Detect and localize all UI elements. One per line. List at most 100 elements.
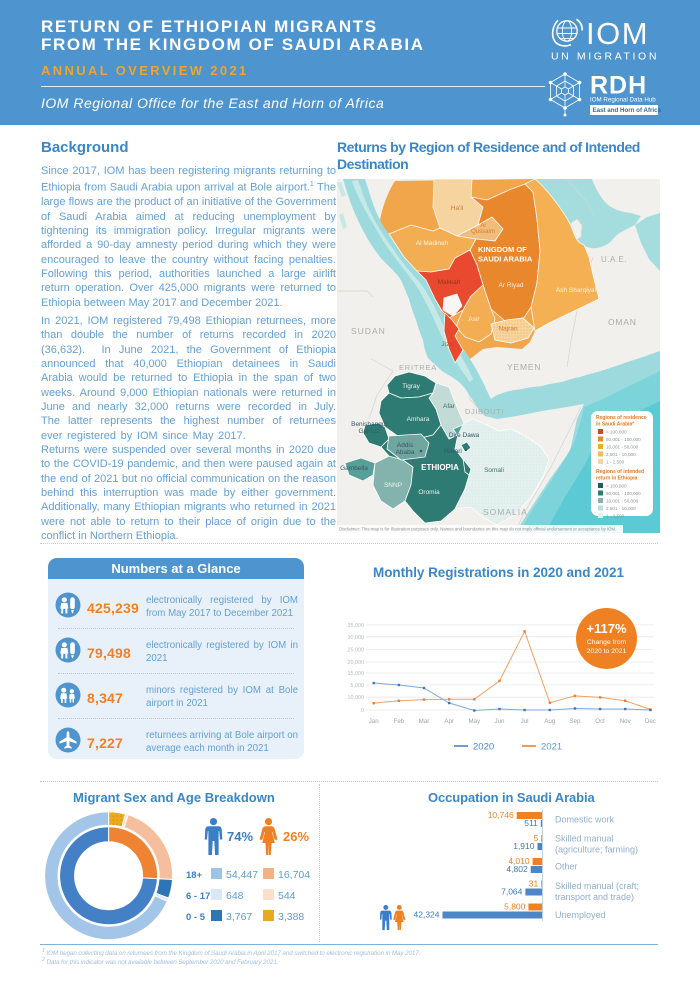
svg-text:UN MIGRATION: UN MIGRATION: [551, 51, 659, 63]
svg-text:0: 0: [361, 708, 364, 714]
svg-text:ETHIOPIA: ETHIOPIA: [421, 463, 459, 472]
svg-text:SNNP: SNNP: [384, 482, 402, 489]
svg-text:SOMALIA: SOMALIA: [483, 507, 528, 517]
svg-text:648: 648: [226, 890, 244, 902]
svg-text:IOM Regional Data Hub: IOM Regional Data Hub: [590, 97, 656, 104]
svg-text:Jizan: Jizan: [441, 341, 457, 348]
svg-text:10,746: 10,746: [488, 810, 514, 820]
svg-text:5,800: 5,800: [504, 902, 526, 912]
svg-text:Qussaim: Qussaim: [471, 229, 495, 235]
svg-text:Mar: Mar: [419, 718, 430, 725]
svg-text:54,447: 54,447: [226, 869, 258, 881]
svg-text:10,000: 10,000: [348, 695, 365, 701]
svg-text:Other: Other: [555, 862, 578, 872]
svg-text:Al Madinah: Al Madinah: [416, 240, 449, 247]
svg-text:Skilled manual (craft;: Skilled manual (craft;: [555, 881, 639, 891]
svg-text:Addis: Addis: [397, 442, 414, 449]
svg-text:Gambella: Gambella: [340, 465, 368, 472]
svg-text:15,000: 15,000: [348, 671, 365, 677]
svg-text:Nov: Nov: [620, 718, 632, 725]
svg-text:Ash Sharqiyah: Ash Sharqiyah: [556, 287, 599, 294]
svg-text:20,000: 20,000: [348, 660, 365, 666]
svg-text:Jan: Jan: [369, 718, 380, 725]
svg-text:Makkah: Makkah: [438, 279, 461, 286]
svg-text:return in Ethiopia: return in Ethiopia: [596, 476, 638, 482]
svg-text:Change from: Change from: [587, 639, 627, 646]
svg-text:544: 544: [278, 890, 296, 902]
svg-text:U.A.E.: U.A.E.: [601, 255, 627, 264]
svg-text:2020: 2020: [473, 742, 494, 753]
svg-text:Benishangul: Benishangul: [351, 421, 387, 428]
svg-text:1 - 2,500: 1 - 2,500: [606, 513, 625, 518]
svg-text:OMAN: OMAN: [608, 317, 637, 327]
svg-text:6 - 17: 6 - 17: [186, 891, 210, 902]
svg-text:Feb: Feb: [394, 718, 405, 725]
svg-text:50,001 - 100,000: 50,001 - 100,000: [606, 491, 641, 496]
svg-text:2,501 - 10,000: 2,501 - 10,000: [606, 506, 636, 511]
svg-text:Dire Dawa: Dire Dawa: [449, 432, 480, 439]
svg-text:Dec: Dec: [645, 718, 656, 725]
svg-text:18+: 18+: [186, 870, 203, 881]
svg-text:May: May: [468, 718, 481, 725]
svg-text:1 - 2,500: 1 - 2,500: [606, 459, 625, 464]
svg-text:Afar: Afar: [443, 403, 456, 410]
svg-text:RDH: RDH: [590, 72, 647, 100]
svg-text:East and Horn of Africa: East and Horn of Africa: [593, 107, 662, 114]
svg-text:Skilled manual: Skilled manual: [555, 834, 614, 844]
svg-text:Oct: Oct: [595, 718, 605, 725]
svg-text:Harari: Harari: [444, 448, 462, 455]
svg-text:Aug: Aug: [544, 718, 556, 725]
svg-text:Domestic work: Domestic work: [555, 815, 615, 825]
svg-text:Apr: Apr: [444, 718, 454, 725]
svg-text:Disclaimer: This map is for il: Disclaimer: This map is for illustration…: [339, 527, 616, 532]
svg-text:Ha'il: Ha'il: [451, 205, 464, 212]
svg-text:31: 31: [529, 879, 539, 889]
svg-text:Al: Al: [480, 223, 485, 229]
svg-text:DJIBOUTI: DJIBOUTI: [465, 407, 504, 416]
svg-text:(agriculture; farming): (agriculture; farming): [555, 845, 638, 855]
svg-text:SUDAN: SUDAN: [351, 326, 386, 336]
svg-text:30,000: 30,000: [348, 635, 365, 641]
svg-text:Jun: Jun: [495, 718, 506, 725]
svg-text:Ar Riyad: Ar Riyad: [499, 282, 524, 289]
svg-text:25,000: 25,000: [348, 648, 365, 654]
svg-text:16,704: 16,704: [278, 869, 310, 881]
svg-text:Gumuz: Gumuz: [359, 428, 380, 435]
svg-text:42,324: 42,324: [414, 910, 440, 920]
svg-text:Tigray: Tigray: [402, 383, 421, 390]
svg-text:35,000: 35,000: [348, 623, 365, 629]
svg-text:Jul: Jul: [521, 718, 529, 725]
svg-text:Sep: Sep: [569, 718, 581, 725]
svg-text:Ababa: Ababa: [396, 449, 415, 456]
svg-text:7,064: 7,064: [501, 887, 523, 897]
svg-text:IOM: IOM: [586, 16, 649, 51]
svg-text:4,010: 4,010: [508, 856, 530, 866]
svg-text:> 100,000: > 100,000: [606, 483, 627, 488]
svg-text:2021: 2021: [541, 742, 562, 753]
svg-text:50,001 - 100,000: 50,001 - 100,000: [606, 437, 641, 442]
svg-text:transport and trade): transport and trade): [555, 892, 634, 902]
svg-text:Somali: Somali: [484, 467, 504, 474]
svg-text:5: 5: [533, 833, 538, 843]
svg-text:Regions of residence: Regions of residence: [596, 415, 647, 421]
svg-text:26%: 26%: [283, 829, 309, 844]
svg-text:in Saudi Arabia*: in Saudi Arabia*: [596, 422, 634, 428]
svg-text:4,802: 4,802: [506, 864, 528, 874]
svg-text:10,001 - 50,000: 10,001 - 50,000: [606, 444, 639, 449]
svg-text:Regions of intended: Regions of intended: [596, 469, 644, 475]
svg-text:511: 511: [524, 818, 538, 828]
svg-text:74%: 74%: [227, 829, 253, 844]
svg-text:KINGDOM OF: KINGDOM OF: [478, 245, 527, 254]
svg-text:+117%: +117%: [586, 621, 627, 636]
svg-text:YEMEN: YEMEN: [507, 362, 541, 372]
svg-text:Unemployed: Unemployed: [555, 910, 606, 920]
svg-text:10,001 - 50,000: 10,001 - 50,000: [606, 498, 639, 503]
svg-text:3,388: 3,388: [278, 911, 304, 923]
svg-text:ERITREA: ERITREA: [399, 363, 437, 372]
svg-text:Asir: Asir: [468, 316, 480, 323]
svg-text:2020 to 2021: 2020 to 2021: [587, 648, 627, 655]
svg-text:3,767: 3,767: [226, 911, 252, 923]
svg-text:Amhara: Amhara: [407, 416, 430, 423]
svg-text:1,910: 1,910: [513, 841, 535, 851]
svg-text:> 100,000: > 100,000: [606, 429, 627, 434]
